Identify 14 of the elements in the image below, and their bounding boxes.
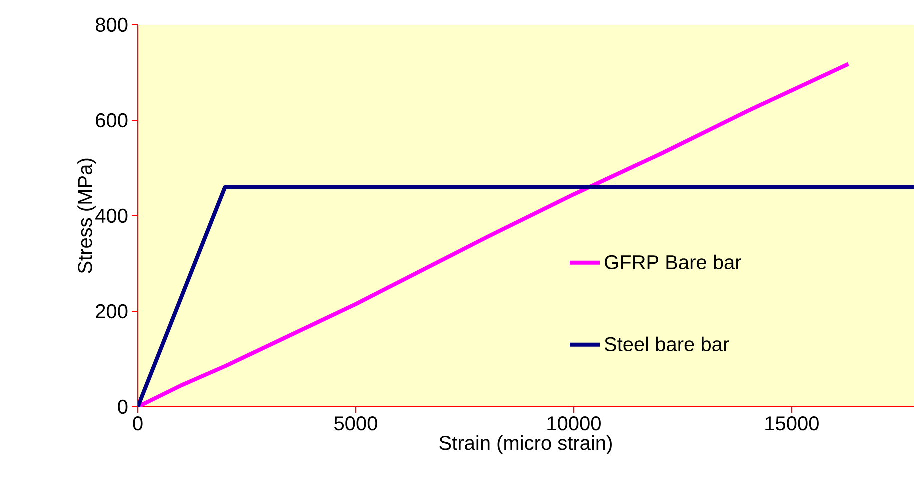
x-axis-title: Strain (micro strain) — [440, 436, 612, 454]
x-tick-label: 0 — [133, 416, 143, 431]
y-tick-label: 200 — [96, 304, 128, 319]
y-tick-label: 800 — [96, 18, 128, 32]
x-tick-label: 10000 — [548, 416, 601, 431]
y-axis-title: Stress (MPa) — [78, 158, 96, 274]
line-series — [138, 62, 851, 407]
y-tick-label: 600 — [96, 113, 128, 128]
y-tick-label: 400 — [96, 208, 128, 224]
legend-label: GFRP Bare bar — [605, 254, 742, 270]
y-tick-label: 0 — [118, 400, 128, 414]
x-tick-label: 5000 — [334, 416, 378, 431]
legend-label: Steel bare bar — [604, 336, 730, 352]
x-tick-label: 15000 — [766, 416, 819, 431]
